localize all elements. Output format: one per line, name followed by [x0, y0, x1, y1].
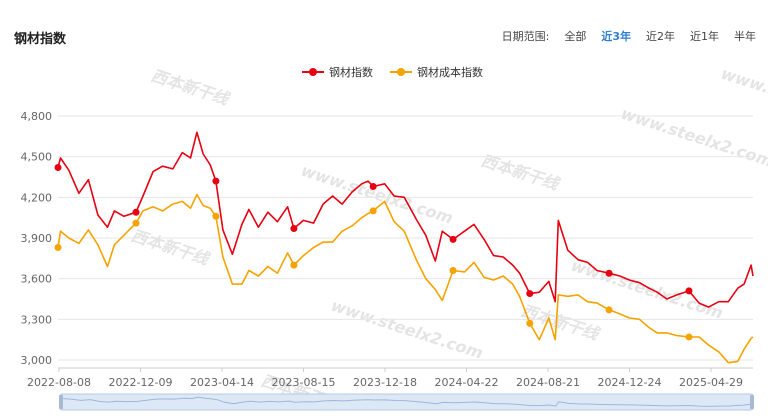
legend-label: 钢材成本指数 — [417, 65, 483, 79]
steel-index-line — [57, 131, 754, 308]
legend-label: 钢材指数 — [329, 65, 373, 79]
data-point — [369, 207, 377, 215]
legend-marker — [309, 68, 317, 76]
range-option-3y[interactable]: 近3年 — [601, 30, 631, 43]
watermark-logo: 西本新干线 — [129, 226, 213, 269]
zoom-preview-line — [59, 396, 754, 407]
data-point — [132, 219, 140, 227]
watermark-text: www.steelx2.com — [619, 104, 768, 171]
x-tick-label: 2022-08-08 — [27, 376, 91, 389]
x-axis-ticks: 2022-08-08 2022-12-09 2023-04-14 2023-08-15… — [27, 368, 743, 389]
date-range-selector: 日期范围: 全部 近3年 近2年 近1年 半年 — [502, 28, 756, 44]
data-point — [449, 267, 457, 275]
data-point — [290, 261, 298, 269]
y-tick-label: 4,800 — [21, 110, 53, 123]
x-tick-label: 2023-08-15 — [272, 376, 336, 389]
range-option-1y[interactable]: 近1年 — [690, 30, 719, 43]
data-point — [449, 235, 457, 243]
watermark-text: www.steelx2.com — [299, 161, 456, 228]
y-tick-label: 3,900 — [21, 232, 53, 245]
data-point — [526, 290, 534, 298]
watermark-text: www.steelx2.com — [719, 64, 768, 131]
x-tick-label: 2023-04-14 — [190, 376, 254, 389]
steel-cost-index-line — [57, 193, 754, 364]
series-lines — [54, 131, 754, 364]
x-tick-label: 2024-08-21 — [516, 376, 580, 389]
data-point — [54, 243, 62, 251]
legend-marker — [397, 68, 405, 76]
page-title: 钢材指数 — [14, 32, 67, 47]
y-axis-ticks: 3,000 3,300 3,600 3,900 4,200 4,500 4,800 — [21, 110, 53, 367]
y-tick-label: 3,600 — [21, 273, 53, 286]
range-option-2y[interactable]: 近2年 — [646, 30, 675, 43]
zoom-handle-right — [750, 395, 754, 409]
legend[interactable]: 钢材指数 钢材成本指数 — [302, 65, 483, 79]
watermark-text: www.steelx2.com — [329, 296, 486, 363]
date-range-label: 日期范围: — [501, 30, 550, 43]
data-point — [605, 269, 613, 277]
x-tick-label: 2025-04-29 — [679, 376, 743, 389]
zoom-handle-left — [59, 395, 63, 409]
y-tick-label: 4,500 — [21, 151, 53, 164]
y-tick-label: 3,300 — [21, 313, 53, 326]
data-point — [54, 164, 62, 172]
y-tick-label: 3,000 — [21, 354, 53, 367]
grid-lines — [58, 115, 753, 369]
watermark-logo: 西本新干线 — [149, 66, 233, 109]
zoom-slider-track — [59, 393, 754, 411]
data-point — [685, 287, 693, 295]
data-point — [526, 319, 534, 327]
watermark-logo: 西本新干线 — [479, 151, 563, 194]
y-tick-label: 4,200 — [21, 191, 53, 204]
range-option-all[interactable]: 全部 — [564, 30, 587, 43]
zoom-slider[interactable] — [59, 393, 754, 411]
range-option-6m[interactable]: 半年 — [734, 30, 756, 43]
data-point — [212, 177, 220, 185]
x-tick-label: 2024-12-24 — [598, 376, 662, 389]
data-point — [605, 306, 613, 314]
data-point — [212, 212, 220, 220]
x-tick-label: 2023-12-18 — [353, 376, 417, 389]
data-point — [290, 225, 298, 233]
data-point — [369, 182, 377, 190]
data-point — [685, 333, 693, 341]
data-point — [132, 208, 140, 216]
x-tick-label: 2024-04-22 — [435, 376, 499, 389]
x-tick-label: 2022-12-09 — [109, 376, 173, 389]
